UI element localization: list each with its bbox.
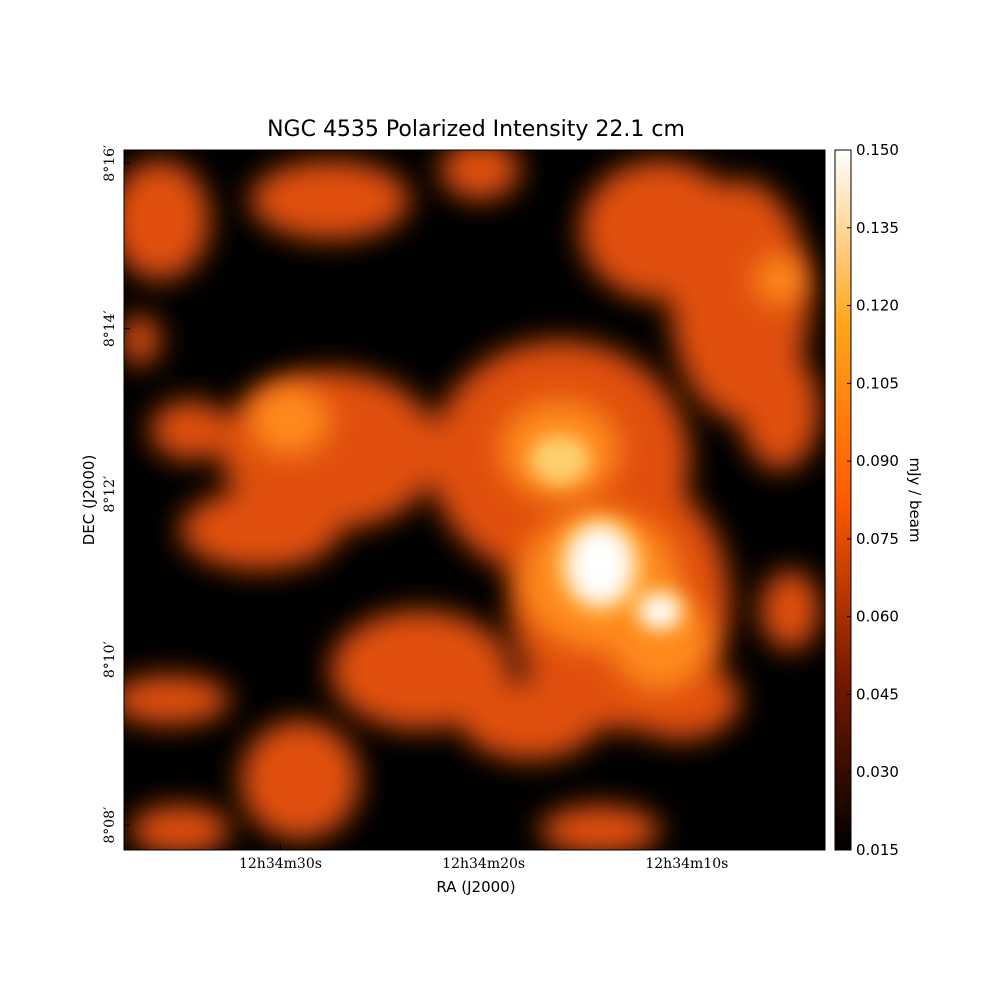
x-tick-label: 12h34m10s — [645, 856, 728, 872]
colorbar-tick-label: 0.060 — [856, 608, 899, 626]
colorbar-tick-label: 0.030 — [856, 763, 899, 781]
chart-title: NGC 4535 Polarized Intensity 22.1 cm — [267, 117, 685, 142]
y-tick-label: 8°08′ — [102, 807, 118, 844]
colorbar-tick-label: 0.120 — [856, 297, 899, 315]
y-axis-label: DEC (J2000) — [80, 455, 98, 546]
y-tick-label: 8°10′ — [102, 641, 118, 678]
colorbar-tick-label: 0.105 — [856, 374, 899, 392]
y-tick-label: 8°12′ — [102, 476, 118, 513]
colorbar-tick-label: 0.045 — [856, 685, 899, 703]
image — [124, 150, 825, 850]
y-tick-label: 8°14′ — [102, 310, 118, 347]
plot-frame — [123, 149, 826, 851]
colorbar-tick-label: 0.150 — [856, 141, 899, 159]
colorbar-label: mJy / beam — [906, 457, 924, 542]
colorbar-tick-label: 0.015 — [856, 841, 899, 859]
x-axis-label: RA (J2000) — [436, 878, 515, 896]
colorbar — [834, 149, 852, 851]
y-tick-label: 8°16′ — [102, 145, 118, 182]
x-tick-label: 12h34m30s — [239, 856, 322, 872]
colorbar-tick-label: 0.090 — [856, 452, 899, 470]
colorbar-tick-label: 0.135 — [856, 219, 899, 237]
x-tick-label: 12h34m20s — [442, 856, 525, 872]
colorbar-tick-label: 0.075 — [856, 530, 899, 548]
